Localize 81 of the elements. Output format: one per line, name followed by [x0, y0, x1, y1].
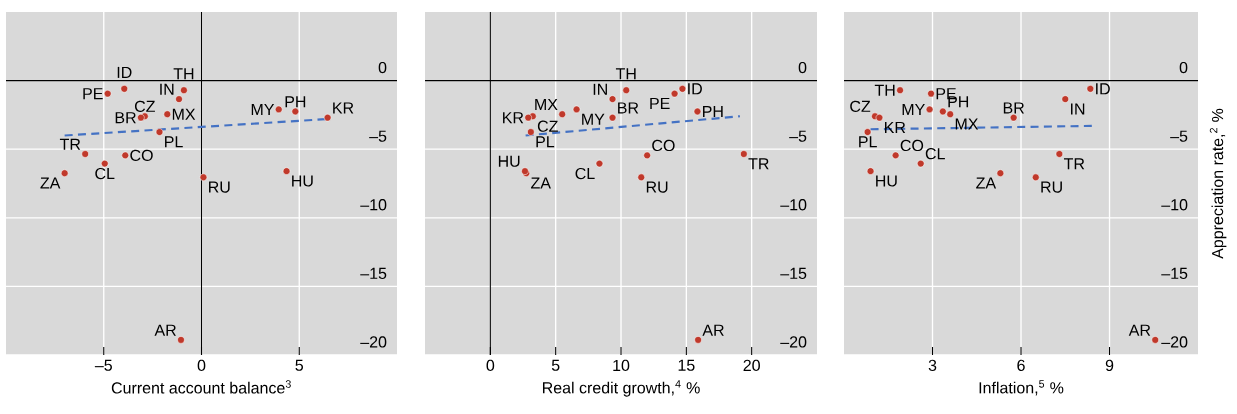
annotation: ZA [976, 177, 997, 189]
annotation: MX [172, 108, 196, 120]
annotation: HU [498, 155, 520, 167]
annotation: CZ [134, 100, 155, 112]
annotation: CL [925, 148, 945, 160]
y-tick-label: –20 [1161, 336, 1188, 348]
x-tick-label: –5 [94, 359, 112, 371]
y-tick-label: –10 [1161, 199, 1188, 211]
annotation: KR [503, 112, 524, 124]
annotation: MY [251, 103, 275, 115]
annotation: CZ [850, 100, 871, 112]
annotation: HU [292, 175, 313, 187]
annotation: PE [83, 88, 103, 100]
annotation: CO [130, 149, 153, 162]
annotation: MY [582, 113, 605, 125]
y-tick-label: –5 [789, 130, 807, 142]
annotation: AR [154, 324, 176, 336]
y-tick-label: –10 [360, 199, 387, 211]
y-tick-label: –20 [360, 336, 387, 348]
annotation: PH [703, 105, 723, 117]
x-axis-title: Current account balance$^{3}$ [111, 380, 291, 394]
annotation: BR [1003, 102, 1025, 114]
annotation: TH [874, 84, 895, 96]
annotation: MX [955, 118, 979, 130]
annotation: ID [1096, 83, 1110, 95]
annotation: RU [209, 181, 230, 193]
annotation: MX [535, 98, 558, 110]
y-tick-label: –20 [780, 336, 807, 348]
annotation: TR [59, 138, 81, 150]
annotation: RU [646, 181, 668, 193]
annotation: RU [1041, 181, 1062, 193]
x-tick-label: 20 [743, 359, 760, 372]
y-tick-label: 0 [378, 61, 387, 74]
x-tick-label: 5 [295, 359, 304, 371]
annotation: PH [285, 96, 306, 108]
x-tick-label: 10 [613, 359, 630, 372]
y-tick-label: –5 [369, 130, 387, 142]
x-tick-label: 15 [678, 359, 695, 371]
annotation: IN [160, 83, 174, 95]
annotation: CL [95, 167, 115, 180]
y-tick-label: –15 [360, 267, 387, 280]
annotation: IN [1071, 103, 1085, 115]
annotation: PL [165, 136, 183, 148]
annotation: CZ [537, 120, 558, 132]
annotation: MY [902, 103, 925, 115]
annotation: TH [615, 68, 636, 80]
annotation: ID [117, 66, 132, 78]
y-tick-label: 0 [798, 61, 807, 74]
annotation: AR [702, 324, 724, 336]
x-axis-title: Inflation,$^{5}$ % [979, 380, 1064, 396]
y-tick-label: –15 [1161, 267, 1188, 280]
y-axis-title: Appreciation rate,$^{2}$ % [1209, 108, 1227, 259]
annotation: CO [652, 139, 675, 152]
annotation: TR [1063, 158, 1085, 170]
annotation: TH [173, 68, 194, 80]
x-axis-title: Real credit growth,$^{4}$ % [543, 380, 700, 397]
x-tick-label: 0 [486, 359, 495, 372]
annotation: IN [593, 83, 607, 95]
annotation: BR [115, 112, 136, 124]
annotation: KR [333, 102, 354, 114]
annotation: PL [859, 136, 877, 148]
x-tick-label: 5 [551, 359, 560, 371]
annotation: HU [876, 175, 897, 187]
x-tick-label: 3 [928, 359, 937, 372]
x-tick-label: 9 [1105, 359, 1114, 372]
annotation: ZA [531, 177, 551, 189]
y-tick-label: –15 [780, 267, 807, 280]
annotation: PL [536, 136, 555, 148]
x-tick-label: 6 [1017, 359, 1025, 372]
y-tick-label: –10 [780, 199, 807, 211]
annotation: PE [650, 97, 670, 109]
x-tick-label: 0 [197, 359, 206, 372]
annotation: ID [688, 83, 702, 95]
annotation: CO [900, 139, 924, 152]
annotation: AR [1128, 324, 1151, 336]
annotation: CL [575, 167, 595, 180]
annotation: BR [618, 102, 639, 114]
annotation: ZA [40, 177, 61, 189]
annotation: TR [748, 158, 769, 170]
y-tick-label: 0 [1179, 61, 1188, 74]
y-tick-label: –5 [1170, 130, 1188, 142]
